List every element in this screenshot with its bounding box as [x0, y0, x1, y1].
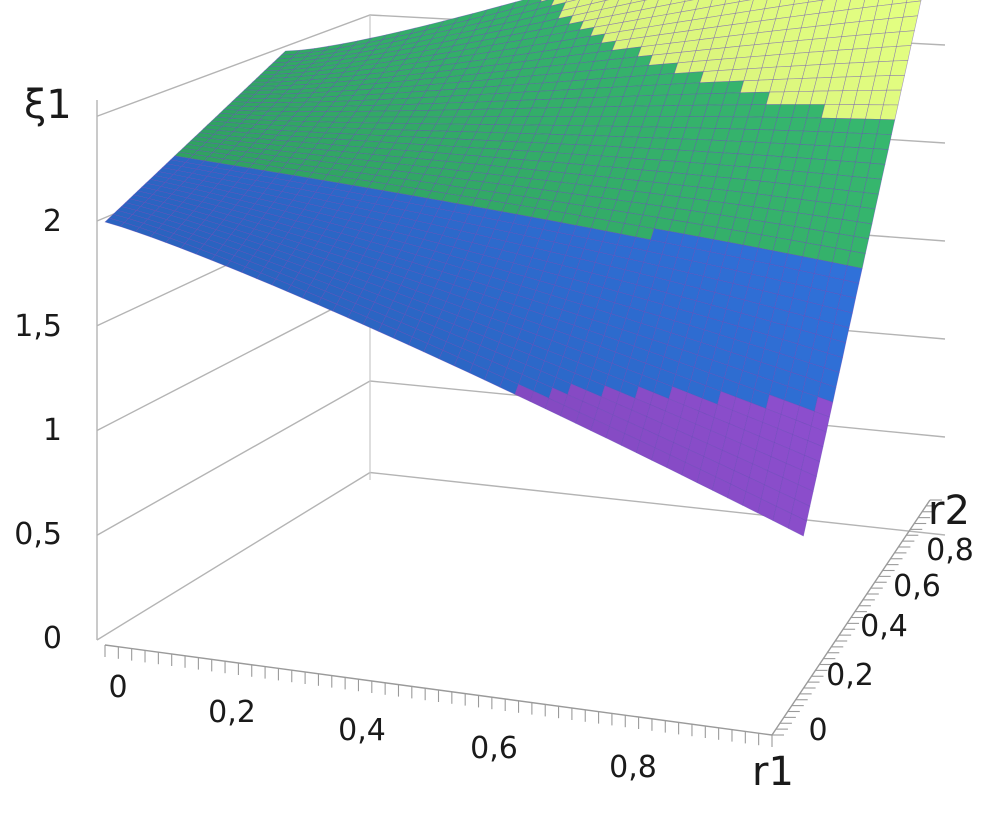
y-tick-label: 0,8 [926, 533, 974, 568]
z-tick-label: 0,5 [14, 517, 62, 552]
z-axis-label: ξ1 [24, 82, 72, 128]
x-tick-label: 0,4 [338, 713, 386, 748]
surface-cell [890, 60, 908, 75]
surface-cell [851, 236, 869, 253]
surface-cell [854, 222, 872, 239]
z-tick-label: 2 [43, 204, 62, 239]
surface-cell [870, 149, 888, 165]
x-tick-label: 0,8 [609, 750, 657, 785]
surface-cell [874, 134, 892, 150]
surface-cell [860, 192, 878, 209]
surface-cell [867, 163, 885, 179]
surface-cell [877, 119, 895, 134]
grid-line [97, 473, 945, 641]
x-tick-label: 0,2 [208, 695, 256, 730]
y-tick-label: 0,4 [860, 609, 908, 644]
x-tick-label: 0 [108, 670, 127, 705]
y-axis-label: r2 [928, 488, 970, 534]
surface-plot [105, 0, 947, 536]
surface-cell [857, 207, 875, 224]
z-tick-label: 1,5 [14, 309, 62, 344]
surface-cell [887, 75, 905, 90]
x-axis-label: r1 [752, 749, 794, 795]
surface-cell [893, 46, 911, 62]
y-tick-label: 0,6 [893, 569, 941, 604]
surface-cell [880, 105, 898, 120]
surface-cell [883, 90, 901, 105]
y-tick-label: 0,2 [826, 658, 874, 693]
z-tick-label: 1 [43, 413, 62, 448]
x-tick-label: 0,6 [470, 731, 518, 766]
z-tick-label: 0 [43, 621, 62, 656]
surface-cell [864, 178, 882, 194]
y-tick-label: 0 [808, 713, 827, 748]
